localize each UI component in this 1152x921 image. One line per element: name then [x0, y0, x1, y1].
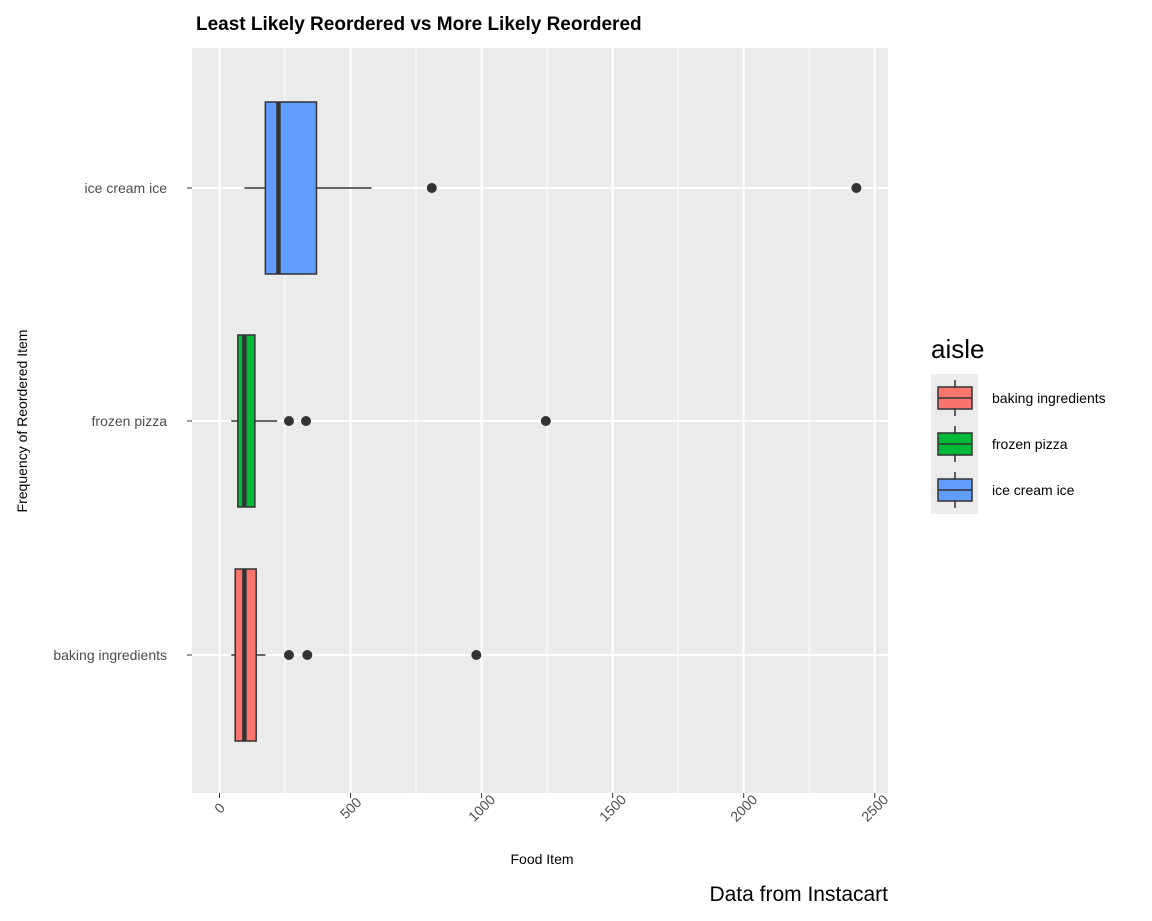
x-tick-label: 500 — [337, 794, 365, 822]
chart-caption: Data from Instacart — [709, 883, 888, 906]
outlier-point — [300, 416, 311, 426]
gridlines — [192, 48, 888, 793]
outlier-point — [283, 650, 294, 660]
legend-key-baking-ingredients — [937, 380, 973, 416]
legend-key-ice-cream-ice — [937, 472, 973, 508]
box — [264, 101, 318, 275]
x-tick-label: 2500 — [858, 791, 891, 824]
legend: aisle baking ingredients frozen pizza ice … — [931, 334, 1106, 514]
x-tick-label: 2000 — [727, 791, 760, 824]
x-axis-title: Food Item — [510, 851, 573, 867]
boxplot-frozen-pizza — [231, 334, 551, 508]
x-axis: 0 500 1000 1500 2000 2500 — [211, 791, 891, 824]
legend-label: ice cream ice — [992, 482, 1075, 498]
outlier-point — [426, 183, 437, 193]
outlier-point — [851, 183, 862, 193]
y-axis: baking ingredients frozen pizza ice cream … — [53, 180, 192, 663]
boxplots — [231, 101, 862, 742]
outlier-point — [540, 416, 551, 426]
legend-key-frozen-pizza — [937, 426, 973, 462]
legend-label: frozen pizza — [992, 436, 1068, 452]
boxplot-baking-ingredients — [231, 568, 482, 742]
outlier-point — [471, 650, 482, 660]
x-tick-label: 1500 — [596, 791, 629, 824]
x-tick-label: 0 — [211, 799, 228, 816]
y-tick-label: ice cream ice — [85, 180, 168, 196]
outlier-point — [302, 650, 313, 660]
boxplot-ice-cream-ice — [244, 101, 862, 275]
y-tick-label: frozen pizza — [92, 413, 168, 429]
chart-title: Least Likely Reordered vs More Likely Re… — [196, 14, 642, 35]
outlier-point — [283, 416, 294, 426]
legend-title: aisle — [931, 334, 984, 364]
y-tick-label: baking ingredients — [53, 647, 167, 663]
legend-label: baking ingredients — [992, 390, 1106, 406]
y-axis-title: Frequency of Reordered Item — [14, 330, 30, 513]
x-tick-label: 1000 — [465, 791, 498, 824]
